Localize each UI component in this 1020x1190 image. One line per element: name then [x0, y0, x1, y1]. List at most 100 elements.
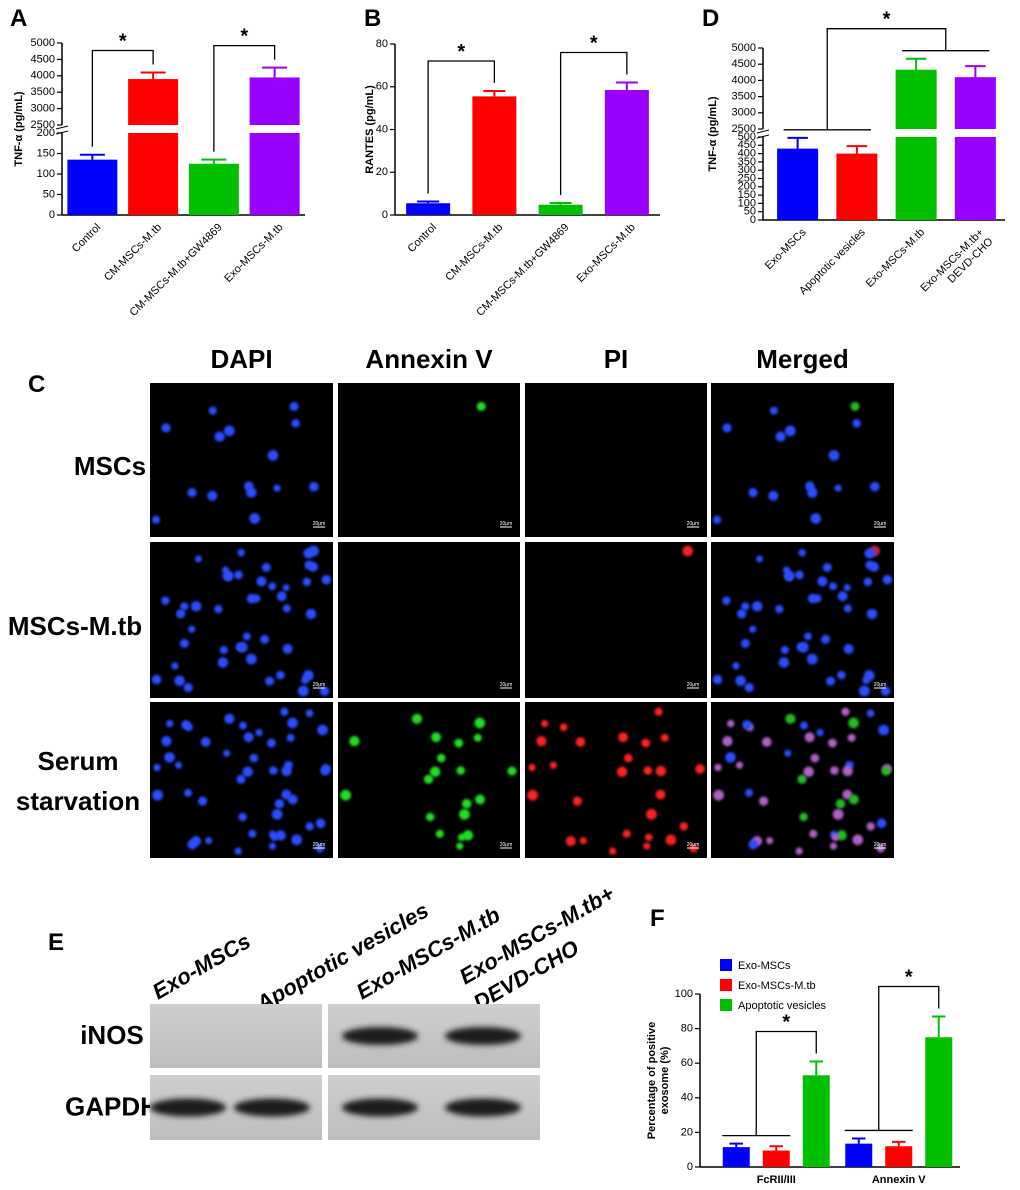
cell [473, 733, 482, 742]
row-label: MSCs [74, 451, 146, 481]
cell [712, 515, 722, 524]
error-bar [769, 1145, 783, 1151]
cell [217, 657, 229, 668]
cell [268, 842, 276, 850]
cell [725, 752, 736, 763]
cell [766, 837, 774, 845]
cell [880, 686, 891, 696]
cell [287, 794, 298, 805]
error-bar [140, 71, 166, 80]
cell [282, 604, 291, 613]
cell [151, 515, 161, 524]
cell [214, 431, 225, 442]
cell [775, 604, 784, 614]
cell [799, 812, 808, 822]
cell [255, 728, 263, 737]
cell [161, 596, 170, 605]
cell [194, 555, 202, 563]
cell [221, 566, 230, 574]
x-tick-label: CM-MSCs-M.tb [102, 221, 164, 283]
cell [527, 789, 539, 801]
y-axis-label: Percentage of positive [646, 1022, 658, 1139]
error-bar [549, 202, 572, 205]
significance-label: * [905, 966, 913, 988]
micrograph [338, 383, 520, 537]
cell [784, 425, 796, 437]
cell [431, 732, 442, 743]
cell [864, 548, 875, 559]
cell [829, 582, 838, 591]
y-tick-label: 4500 [732, 58, 756, 70]
cell [205, 837, 213, 845]
cell [727, 719, 735, 728]
cell [223, 749, 231, 757]
cell [869, 561, 880, 572]
y-tick-label: 3000 [31, 103, 55, 115]
cell [268, 582, 277, 591]
cell [572, 796, 582, 806]
error-bar [201, 158, 227, 164]
bar [885, 1146, 913, 1167]
lane-label: Exo-MSCs [148, 928, 255, 1004]
x-tick-label: Control [406, 221, 440, 255]
y-tick-label: 150 [37, 147, 55, 159]
cell [224, 572, 233, 581]
cell [243, 732, 254, 743]
cell [803, 766, 814, 778]
cell [411, 713, 423, 724]
significance-bracket [213, 44, 276, 152]
bar [762, 1150, 790, 1167]
significance-label: * [457, 41, 465, 63]
bar [67, 159, 118, 215]
error-bar [615, 81, 638, 90]
y-tick-label: 250 [738, 172, 756, 184]
y-tick-label: 80 [681, 1023, 693, 1035]
axis-break [756, 129, 770, 139]
error-bar [965, 65, 986, 78]
column-header: DAPI [210, 344, 272, 374]
cell [831, 833, 840, 842]
bar [538, 204, 583, 215]
bar [604, 89, 649, 215]
cell [565, 836, 576, 847]
bar [722, 1147, 750, 1167]
bar [188, 163, 239, 215]
error-bar [905, 57, 927, 70]
y-tick-label: 4000 [31, 70, 55, 82]
cell [798, 548, 806, 557]
cell [207, 490, 218, 501]
y-tick-label: 100 [37, 168, 55, 180]
cell [224, 713, 235, 724]
bar [836, 153, 878, 220]
cell [457, 833, 466, 842]
y-tick-label: 3500 [732, 91, 756, 103]
x-tick-label: Control [70, 221, 104, 255]
scale-bar-label: 20μm [687, 682, 700, 688]
y-axis-label: RANTES (pg/mL) [364, 85, 376, 174]
cell [305, 709, 314, 718]
cell [809, 829, 818, 838]
cell [235, 643, 244, 651]
bar [895, 69, 937, 129]
cell [540, 719, 549, 728]
cell [751, 601, 763, 612]
cell [796, 643, 805, 651]
cell [866, 822, 875, 831]
cell [806, 653, 818, 665]
cell [435, 829, 444, 838]
cell [349, 736, 360, 747]
cell [744, 682, 754, 693]
y-axis-label: exosome (%) [659, 1046, 671, 1114]
bar [895, 137, 937, 220]
cell [249, 753, 259, 763]
cell [761, 737, 772, 747]
cell [843, 643, 854, 654]
cell [830, 766, 839, 775]
cell [187, 488, 197, 498]
y-tick-label: 3000 [732, 107, 756, 119]
cell [646, 808, 657, 820]
y-tick-label: 350 [738, 156, 756, 168]
row-label: MSCs-M.tb [8, 611, 142, 641]
cell [237, 548, 245, 557]
